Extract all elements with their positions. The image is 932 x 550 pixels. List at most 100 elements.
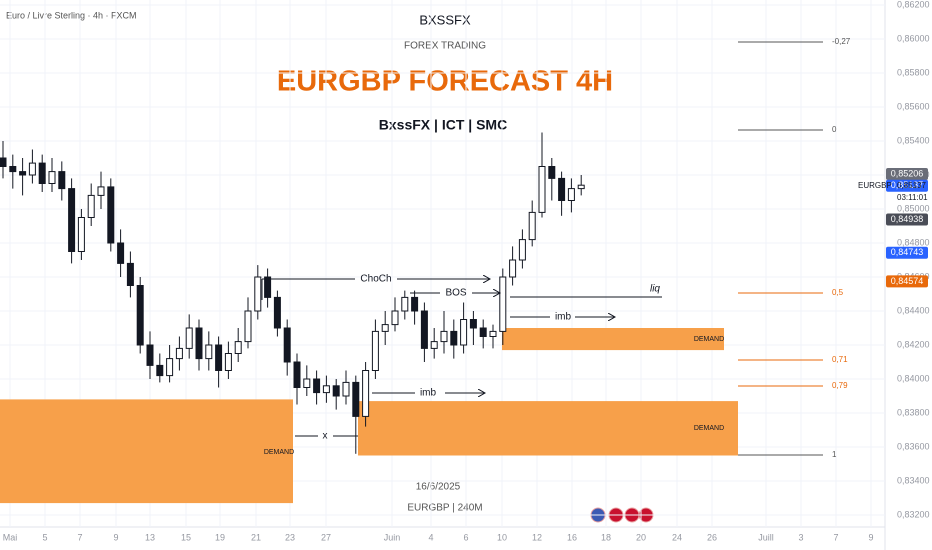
annotation: BOS (445, 288, 466, 299)
price-tag (886, 275, 928, 288)
fib-label: 0,5 (832, 288, 844, 297)
candle-body (332, 385, 340, 397)
x-tick-label: 15 (181, 532, 191, 542)
y-tick-label: 0,85400 (897, 135, 930, 145)
zone-label: DEMAND (694, 425, 724, 432)
demand-zone (502, 328, 724, 351)
x-tick-label: 24 (672, 532, 682, 542)
candle-body (342, 381, 350, 397)
subtitle: FOREX TRADING (404, 41, 486, 52)
x-tick-label: 27 (321, 532, 331, 542)
price-tag-label: 0,85206 (891, 168, 924, 178)
candle-body (117, 242, 125, 264)
y-tick-label: 0,83400 (897, 475, 930, 485)
candle-body (430, 341, 438, 349)
candle-body (558, 177, 566, 201)
y-tick-label: 0,84400 (897, 305, 930, 315)
candle-body (440, 330, 448, 343)
candle-body (303, 378, 311, 388)
fib-label: 0 (832, 125, 837, 134)
y-tick-label: 0,84000 (897, 373, 930, 383)
candle-body (391, 310, 399, 326)
candles (0, 132, 585, 454)
candle-body (28, 162, 36, 176)
candle-body (548, 166, 556, 179)
fib-label: 0,79 (832, 381, 848, 390)
candle-body (411, 296, 419, 312)
candle-body (293, 361, 301, 388)
candle-body (322, 385, 330, 394)
x-tick-label: 16 (567, 532, 577, 542)
candle-body (499, 276, 507, 332)
x-tick-label: Juin (384, 532, 401, 542)
candle-body (126, 262, 134, 286)
zone-label: DEMAND (694, 336, 724, 343)
price-tag-label: 0,84938 (891, 214, 924, 224)
candle-body (479, 327, 487, 337)
candle-body (0, 157, 7, 167)
annotation: liq (650, 284, 660, 295)
price-tag (886, 179, 928, 192)
candle-body (381, 324, 389, 332)
tagline: BxssFX | ICT | SMC (379, 117, 507, 133)
candle-body (489, 330, 497, 337)
candle-body (244, 310, 252, 343)
candle-body (175, 347, 183, 360)
candle-body (38, 162, 46, 185)
y-tick-label: 0,85600 (897, 101, 930, 111)
y-tick-label: 0,84800 (897, 237, 930, 247)
annotation: imb (555, 312, 572, 323)
candle-body (224, 353, 232, 371)
y-tick-label: 0,83600 (897, 441, 930, 451)
candle-body (146, 344, 154, 366)
demand-zone (358, 401, 738, 456)
symbol-price: 0,85137 (897, 181, 926, 190)
price-tag (886, 167, 928, 180)
annotation: x (323, 431, 328, 442)
candle-body (205, 344, 213, 360)
candle-body (313, 378, 321, 394)
candle-body (77, 217, 85, 252)
candle-body (469, 319, 477, 329)
x-tick-label: 23 (285, 532, 295, 542)
candle-body (68, 188, 76, 253)
x-tick-label: 7 (833, 532, 838, 542)
x-tick-label: 18 (601, 532, 611, 542)
candle-body (185, 327, 193, 349)
candle-body (460, 319, 468, 346)
annotation: ChoCh (360, 274, 391, 285)
candle-body (362, 370, 370, 417)
candle-body (58, 171, 66, 190)
candle-body (19, 171, 27, 176)
x-tick-label: 4 (428, 532, 433, 542)
x-tick-label: Juill (758, 532, 774, 542)
candle-body (518, 239, 526, 261)
y-tick-label: 0,86200 (897, 0, 930, 9)
x-tick-label: 20 (636, 532, 646, 542)
x-tick-label: 9 (868, 532, 873, 542)
fib-label: -0,27 (832, 37, 851, 46)
candle-body (234, 341, 242, 355)
x-tick-label: 10 (497, 532, 507, 542)
x-tick-label: 9 (113, 532, 118, 542)
countdown: 03:11:01 (897, 193, 928, 202)
fib-label: 1 (832, 450, 837, 459)
candle-body (215, 344, 223, 371)
header: Euro / Livre Sterling · 4h · FXCM (6, 10, 137, 20)
demand-zone (0, 399, 293, 504)
candle-body (87, 194, 95, 218)
candle-body (273, 296, 281, 329)
x-tick-label: 26 (707, 532, 717, 542)
x-tick-label: 13 (145, 532, 155, 542)
zone-label: DEMAND (264, 449, 294, 456)
candle-body (538, 166, 546, 213)
x-tick-label: 6 (463, 532, 468, 542)
price-tag-label: 0,85137 (891, 180, 924, 190)
candle-body (156, 364, 164, 377)
y-tick-label: 0,85000 (897, 203, 930, 213)
x-tick-label: 7 (77, 532, 82, 542)
footer-date: 16/6/2025 (416, 482, 461, 493)
candle-body (509, 259, 517, 278)
symbol-name: EURGBP (858, 181, 892, 190)
